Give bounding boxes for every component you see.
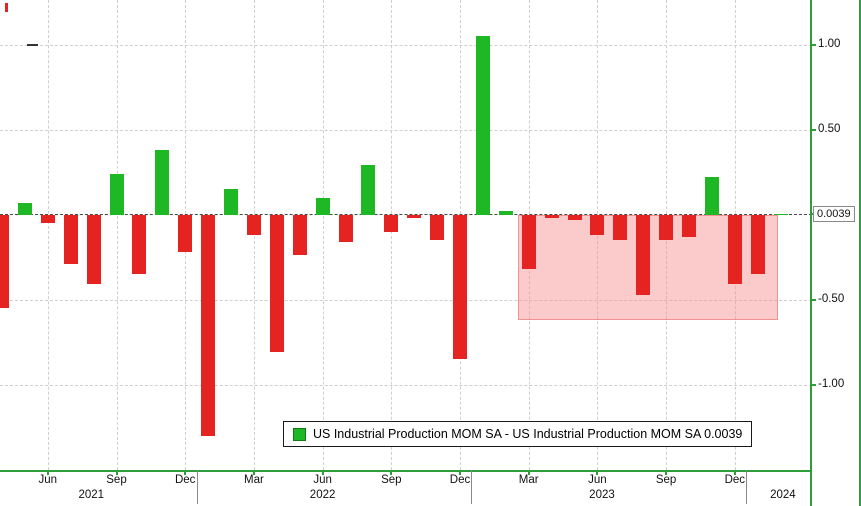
right-border-line — [859, 0, 861, 506]
x-axis-month-label: Dec — [724, 474, 746, 486]
bar-2022-03 — [246, 214, 261, 236]
bar-2021-09 — [109, 173, 124, 215]
x-axis-month-label: Mar — [518, 474, 539, 486]
bar-2021-06 — [40, 214, 55, 224]
bar-2023-05 — [567, 214, 582, 220]
bar-2023-02 — [498, 211, 513, 215]
gridline-vertical — [322, 0, 324, 470]
bar-2023-09 — [659, 214, 674, 241]
bar-2021-10 — [132, 214, 147, 275]
bar-2023-04 — [544, 214, 559, 219]
gridline-horizontal — [0, 384, 812, 386]
x-axis-tick — [184, 470, 187, 475]
year-separator — [471, 470, 473, 504]
x-axis-tick — [733, 470, 736, 475]
x-axis-month-label: Jun — [588, 474, 607, 486]
bar-2024-02 — [773, 214, 788, 215]
x-axis-month-label: Sep — [381, 474, 402, 486]
bar-2021-05 — [17, 202, 32, 215]
left-edge-artifact-tick — [5, 3, 8, 12]
x-axis-year-label: 2021 — [78, 489, 105, 501]
legend: US Industrial Production MOM SA - US Ind… — [283, 421, 753, 447]
bottom-axis-line — [0, 470, 812, 472]
bar-2022-08 — [361, 165, 376, 215]
year-separator — [196, 470, 198, 504]
y-axis-label: -0.50 — [818, 292, 845, 305]
y-axis-tick — [810, 128, 816, 131]
y-axis-tick — [810, 298, 816, 301]
x-axis-tick — [665, 470, 668, 475]
bar-2023-11 — [704, 177, 719, 215]
right-axis-line — [810, 0, 812, 506]
bar-2023-07 — [613, 214, 628, 241]
bar-2023-10 — [682, 214, 696, 237]
x-axis-tick — [252, 470, 255, 475]
bar-2022-02 — [224, 189, 238, 215]
gridline-horizontal — [0, 44, 812, 46]
x-axis-tick — [459, 470, 461, 475]
x-axis-year-label: 2024 — [770, 489, 796, 501]
bar-2022-05 — [292, 214, 307, 256]
bar-2024-01 — [750, 214, 765, 275]
x-axis-tick — [115, 470, 118, 475]
y-axis-last-value-label: 0.0039 — [813, 206, 855, 223]
x-axis-month-label: Sep — [106, 474, 127, 486]
bar-2021-04 — [0, 214, 9, 309]
x-axis-month-label: Mar — [243, 474, 264, 486]
bar-2023-03 — [521, 214, 536, 270]
bar-2023-12 — [727, 214, 742, 285]
y-axis-tick — [810, 43, 816, 46]
legend-series-swatch-icon — [293, 427, 306, 441]
legend-label: US Industrial Production MOM SA - US Ind… — [313, 427, 743, 441]
x-axis-tick — [390, 470, 393, 475]
x-axis-month-label: Dec — [449, 474, 471, 486]
y-axis-tick — [810, 383, 816, 386]
bar-2021-12 — [178, 214, 193, 253]
last-value-line — [0, 214, 812, 216]
bar-2021-07 — [63, 214, 78, 264]
x-axis-month-label: Dec — [174, 474, 196, 486]
x-axis-year-label: 2023 — [589, 489, 615, 501]
x-axis-month-label: Jun — [313, 474, 332, 486]
gridline-vertical — [47, 0, 49, 470]
bar-2023-06 — [590, 214, 605, 236]
year-separator — [746, 470, 748, 504]
y-axis-label: -1.00 — [818, 377, 845, 390]
bar-2022-10 — [407, 214, 422, 219]
x-axis-year-label: 2022 — [309, 489, 336, 501]
bar-2022-07 — [338, 214, 353, 242]
bar-2023-01 — [475, 36, 490, 215]
bar-2021-08 — [86, 214, 101, 285]
gridline-horizontal — [0, 299, 812, 301]
x-axis-month-label: Sep — [655, 474, 677, 486]
x-axis-tick — [596, 470, 599, 475]
gridline-vertical — [116, 0, 118, 470]
bar-2022-12 — [453, 214, 467, 360]
gridline-horizontal — [0, 129, 812, 131]
y-axis-label: 1.00 — [818, 37, 841, 50]
left-edge-tick-mark — [27, 43, 38, 46]
bar-2022-01 — [201, 214, 216, 436]
y-axis-label: 0.50 — [818, 122, 841, 135]
x-axis-month-label: Jun — [38, 474, 58, 486]
x-axis-tick — [46, 470, 49, 475]
bar-2022-04 — [269, 214, 284, 353]
bar-2023-08 — [636, 214, 651, 295]
bar-2021-11 — [155, 150, 170, 215]
bar-2022-09 — [384, 214, 399, 232]
x-axis-tick — [321, 470, 324, 475]
bar-2022-11 — [430, 214, 445, 241]
gridline-vertical — [391, 0, 393, 470]
bar-2022-06 — [315, 197, 330, 215]
x-axis-tick — [527, 470, 530, 475]
